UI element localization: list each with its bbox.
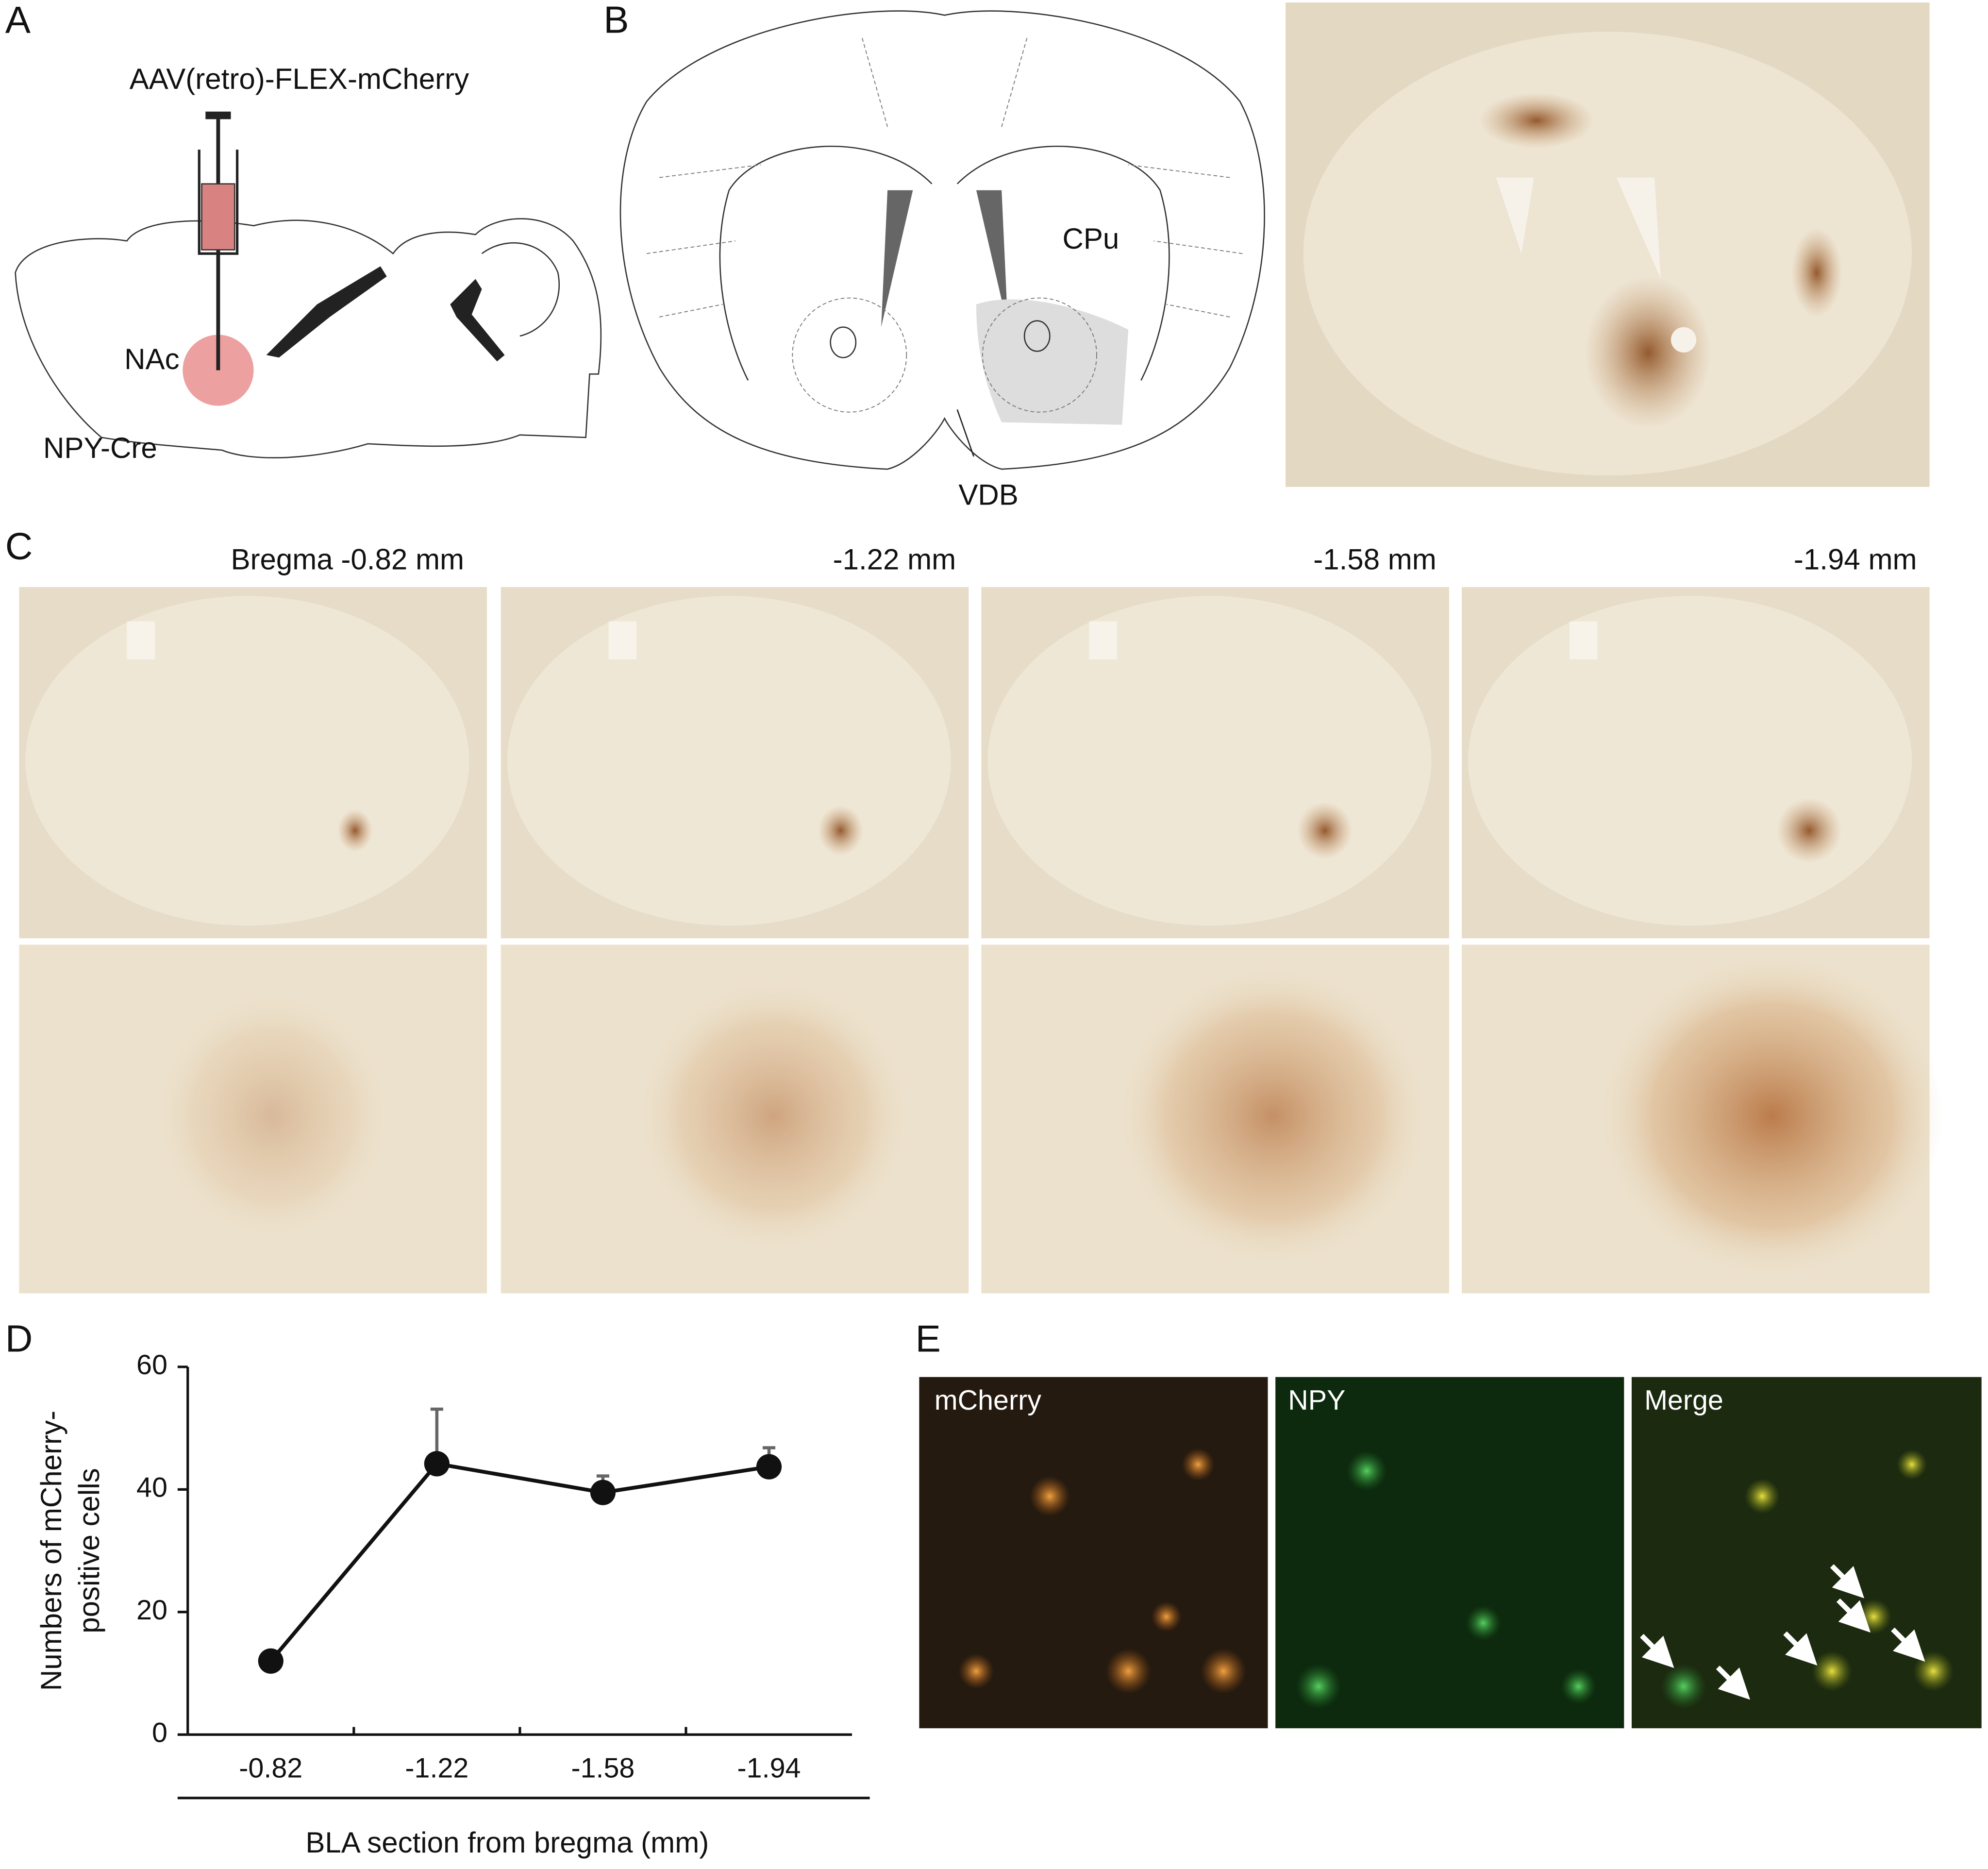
- fluorescence-image: mCherry: [919, 1377, 1268, 1729]
- ventricle: [1089, 621, 1117, 659]
- panel-label: D: [5, 1317, 33, 1360]
- panel-label: E: [916, 1317, 941, 1360]
- region-label: VDB: [958, 478, 1018, 511]
- region-label: NAc: [124, 343, 179, 375]
- data-point: [756, 1454, 782, 1480]
- ventricle: [266, 266, 387, 358]
- bla-stain: [818, 805, 864, 856]
- y-axis-label: positive cells: [73, 1468, 105, 1633]
- bla-stain: [1776, 797, 1842, 864]
- cerebellum: [481, 242, 560, 337]
- bla-stain: [337, 808, 373, 852]
- tissue: [987, 596, 1432, 926]
- mouse-label: NPY-Cre: [43, 432, 157, 464]
- bla-stain: [1601, 957, 1944, 1275]
- micrograph: [501, 587, 969, 1294]
- data-point: [424, 1451, 450, 1477]
- fluorescence-image: NPY: [1275, 1377, 1624, 1729]
- x-tick-label: -1.94: [737, 1752, 801, 1784]
- vdb-region: [976, 299, 1129, 425]
- micrograph: [1462, 587, 1944, 1294]
- ventricle: [608, 621, 637, 659]
- ventricle: [127, 621, 155, 659]
- channel-label: Merge: [1644, 1385, 1723, 1416]
- data-line: [269, 1462, 769, 1663]
- syringe-plunger: [205, 111, 231, 119]
- data-point: [258, 1648, 284, 1674]
- panel-label: C: [5, 524, 33, 567]
- x-tick-label: -1.22: [405, 1752, 468, 1784]
- micrograph: [981, 587, 1449, 1294]
- ventricle: [881, 190, 1008, 327]
- micrograph: [19, 587, 487, 1294]
- data-point: [590, 1480, 616, 1505]
- tissue: [1468, 596, 1912, 926]
- panel-label: A: [5, 0, 31, 41]
- x-tick-label: -1.58: [571, 1752, 635, 1784]
- section-label: -1.94 mm: [1794, 543, 1917, 576]
- panel-label: B: [603, 0, 629, 41]
- y-tick-label: 0: [152, 1717, 167, 1748]
- section-label: -1.58 mm: [1313, 543, 1437, 576]
- y-axis-label: Numbers of mCherry-: [35, 1411, 67, 1691]
- pointer-line: [956, 409, 974, 457]
- chart: 0 20 40 60 BLA section from bregma (mm) Numbe…: [35, 1349, 870, 1859]
- fluorescence-image: Merge: [1631, 1377, 1982, 1729]
- channel-label: mCherry: [935, 1385, 1041, 1416]
- x-axis-label: BLA section from bregma (mm): [305, 1826, 709, 1859]
- tissue: [25, 596, 469, 926]
- bla-stain: [1120, 970, 1425, 1262]
- injection-label: AAV(retro)-FLEX-mCherry: [130, 63, 469, 95]
- syringe-fluid: [201, 183, 235, 251]
- region-label: CPu: [1063, 222, 1119, 255]
- bla-stain: [640, 982, 907, 1249]
- ventricle: [1570, 621, 1598, 659]
- tissue: [507, 596, 951, 926]
- section-label: Bregma -0.82 mm: [231, 543, 464, 576]
- syringe-barrel: [198, 150, 239, 255]
- ventricle: [450, 279, 505, 362]
- channel-label: NPY: [1288, 1385, 1345, 1416]
- section-label: -1.22 mm: [833, 543, 956, 576]
- y-tick-label: 60: [136, 1349, 167, 1381]
- x-tick-label: -0.82: [239, 1752, 302, 1784]
- micrograph: [1286, 2, 1930, 487]
- bla-stain: [158, 995, 387, 1236]
- y-tick-label: 20: [136, 1595, 167, 1626]
- sagittal-brain: [15, 218, 602, 458]
- y-tick-label: 40: [136, 1472, 167, 1503]
- coronal-atlas: [619, 10, 1265, 470]
- bla-stain: [1297, 801, 1353, 860]
